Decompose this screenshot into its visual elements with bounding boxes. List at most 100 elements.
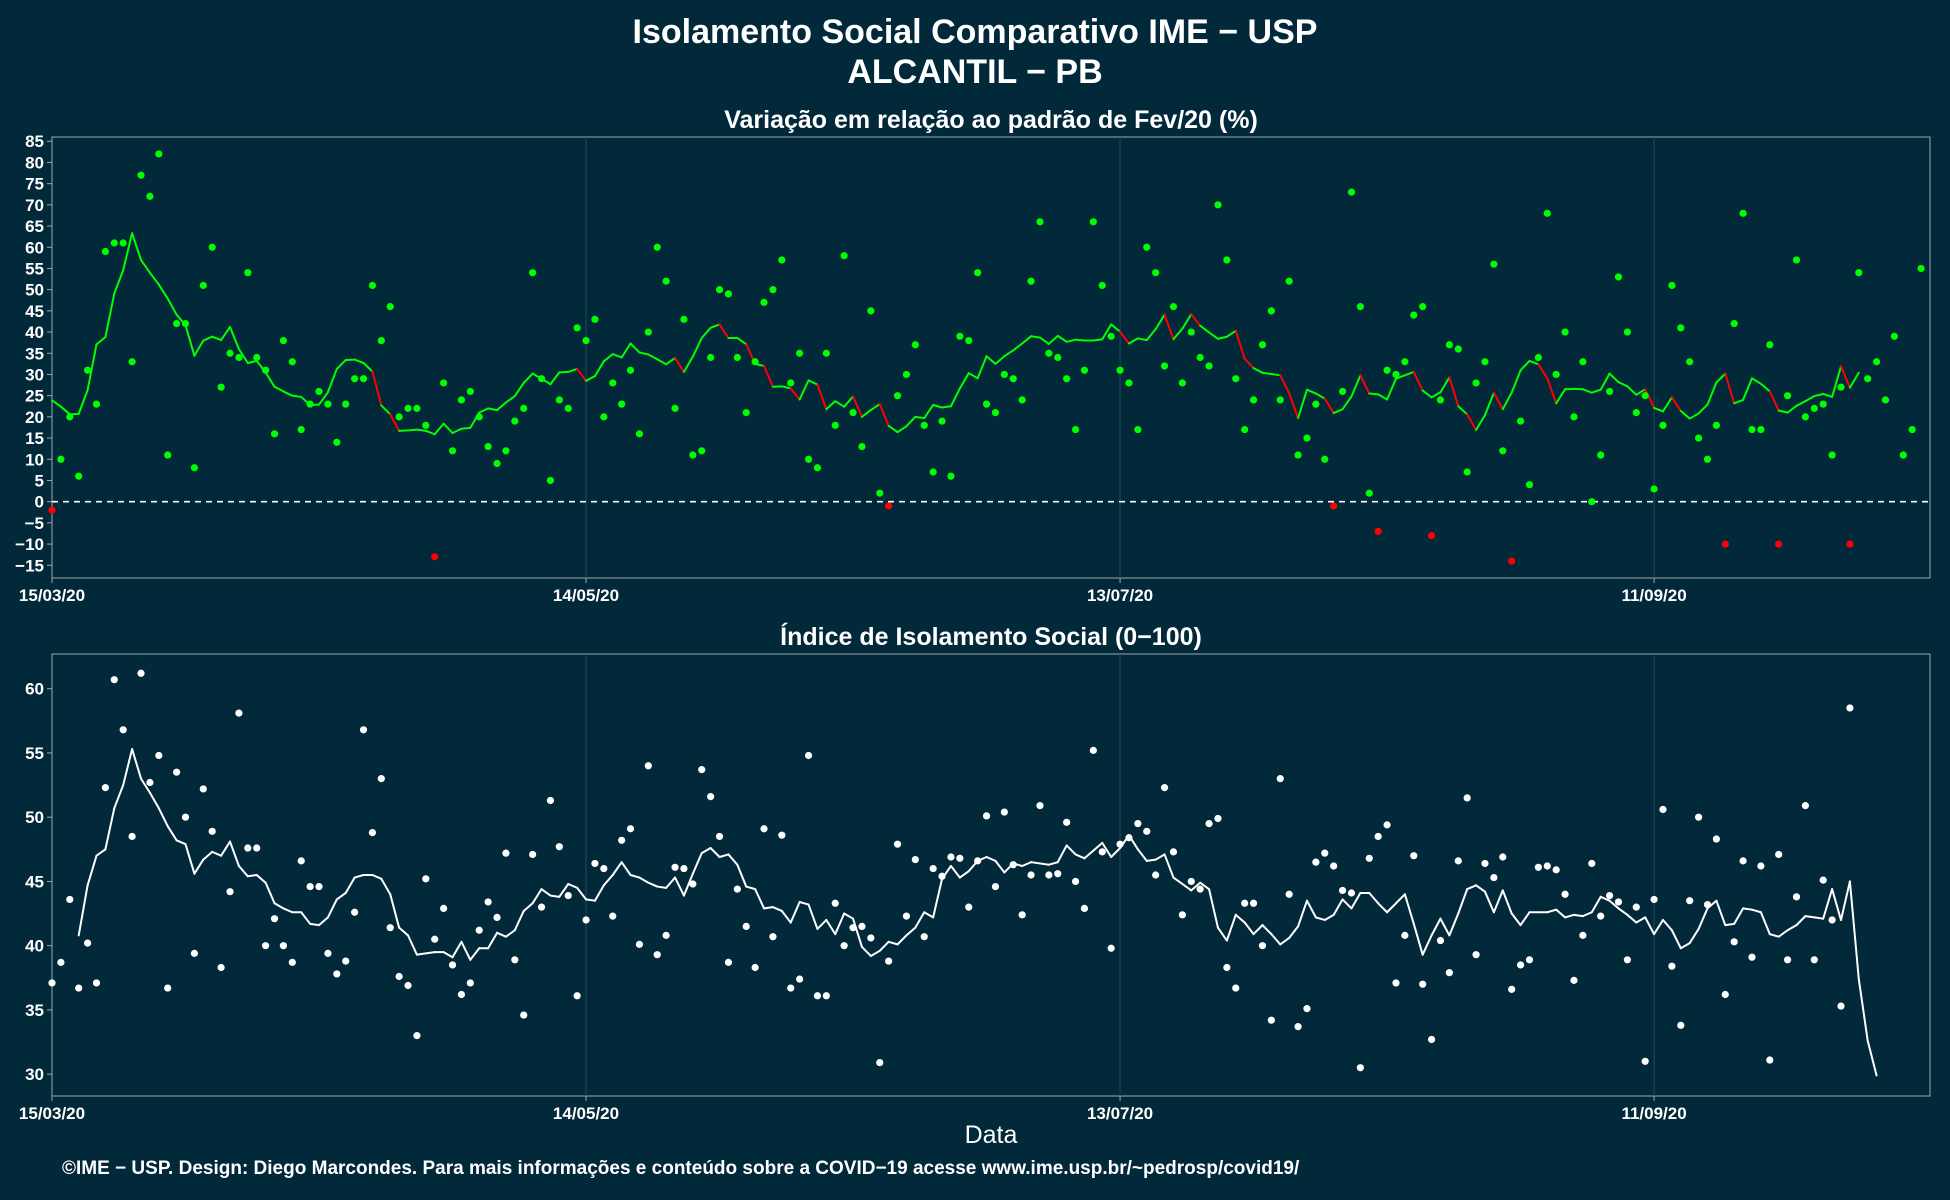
moving-average-segment	[442, 951, 454, 959]
moving-average-segment	[1092, 338, 1104, 342]
moving-average-segment	[585, 375, 596, 382]
moving-average-segment	[1092, 841, 1104, 852]
data-point	[1365, 854, 1373, 862]
data-point	[181, 813, 190, 821]
data-point	[555, 396, 563, 404]
data-point	[1445, 341, 1453, 349]
y-tick-label: 35	[25, 344, 44, 363]
data-point	[1241, 899, 1249, 907]
data-point	[689, 451, 697, 459]
moving-average-segment	[389, 413, 401, 432]
data-point	[457, 396, 466, 404]
x-tick-label: 11/09/20	[1621, 586, 1686, 605]
data-point	[466, 387, 474, 396]
data-point	[386, 303, 394, 311]
moving-average-segment	[1866, 1039, 1878, 1077]
moving-average-segment	[140, 777, 151, 794]
moving-average-segment	[1848, 371, 1860, 389]
moving-average-segment	[1590, 388, 1602, 394]
main-title: Isolamento Social Comparativo IME − USP	[632, 13, 1318, 51]
moving-average-segment	[629, 874, 641, 879]
data-point	[1757, 425, 1765, 434]
data-point	[431, 935, 439, 943]
moving-average-segment	[1021, 861, 1033, 868]
moving-average-segment	[682, 355, 694, 373]
y-tick-label: 60	[25, 680, 44, 699]
data-point	[1071, 877, 1080, 886]
moving-average-segment	[1386, 377, 1397, 401]
x-tick-label: 15/03/20	[19, 586, 85, 605]
moving-average-segment	[1350, 891, 1362, 910]
data-point	[804, 455, 813, 463]
data-point	[796, 349, 804, 357]
moving-average-segment	[789, 900, 801, 924]
data-point	[698, 447, 706, 455]
moving-average-segment	[255, 874, 267, 884]
moving-average-segment	[335, 891, 347, 901]
data-point	[235, 353, 243, 362]
moving-average-segment	[1279, 374, 1291, 395]
data-point	[395, 413, 403, 421]
moving-average-segment	[1225, 329, 1237, 338]
data-point	[164, 984, 172, 992]
data-point	[1098, 848, 1106, 856]
data-point	[1686, 897, 1694, 905]
data-point	[431, 553, 439, 561]
moving-average-segment	[665, 356, 677, 366]
moving-average-segment	[1599, 372, 1611, 391]
data-point	[1187, 877, 1195, 886]
moving-average-segment	[1661, 396, 1673, 413]
data-point	[181, 319, 190, 328]
data-point	[1312, 858, 1320, 866]
moving-average-segment	[1368, 891, 1380, 905]
data-point	[1579, 358, 1587, 366]
moving-average-segment	[576, 367, 588, 382]
data-point	[831, 899, 839, 907]
moving-average-segment	[1199, 324, 1211, 334]
data-point	[582, 916, 590, 924]
data-point	[1330, 862, 1338, 870]
data-point	[591, 859, 599, 868]
moving-average-segment	[122, 232, 134, 272]
moving-average-segment	[1679, 409, 1691, 420]
data-point	[1445, 969, 1453, 977]
moving-average-segment	[718, 323, 730, 339]
moving-average-segment	[1786, 404, 1798, 414]
data-point	[110, 239, 118, 247]
data-point	[1623, 956, 1631, 964]
moving-average-segment	[647, 353, 659, 361]
moving-average-segment	[1110, 847, 1122, 859]
moving-average-segment	[896, 934, 908, 946]
data-point	[1187, 328, 1195, 336]
moving-average-segment	[691, 852, 703, 875]
location-subtitle: ALCANTIL − PB	[847, 53, 1103, 91]
data-point	[440, 904, 448, 913]
moving-average-segment	[433, 422, 445, 436]
moving-average-segment	[166, 297, 178, 316]
data-point	[1009, 861, 1017, 869]
data-point	[1267, 1016, 1275, 1024]
data-point	[858, 922, 866, 930]
moving-average-segment	[371, 370, 383, 407]
moving-average-segment	[1466, 413, 1478, 432]
data-point	[1525, 481, 1534, 489]
data-point	[1899, 451, 1907, 459]
data-point	[920, 933, 928, 941]
moving-average-segment	[807, 903, 819, 930]
moving-average-segment	[1394, 893, 1406, 905]
data-point	[920, 421, 928, 429]
moving-average-segment	[1065, 844, 1077, 856]
moving-average-segment	[860, 945, 872, 957]
data-point	[1223, 963, 1231, 972]
moving-average-segment	[1145, 328, 1157, 342]
data-point	[155, 751, 163, 760]
moving-average-segment	[949, 865, 961, 879]
data-point	[867, 934, 875, 942]
data-point	[778, 831, 786, 839]
data-point	[1650, 485, 1658, 493]
moving-average-segment	[1377, 902, 1389, 914]
data-point	[537, 903, 546, 911]
data-point	[1490, 260, 1498, 268]
y-tick-label: 30	[25, 365, 44, 384]
moving-average-segment	[264, 881, 276, 905]
